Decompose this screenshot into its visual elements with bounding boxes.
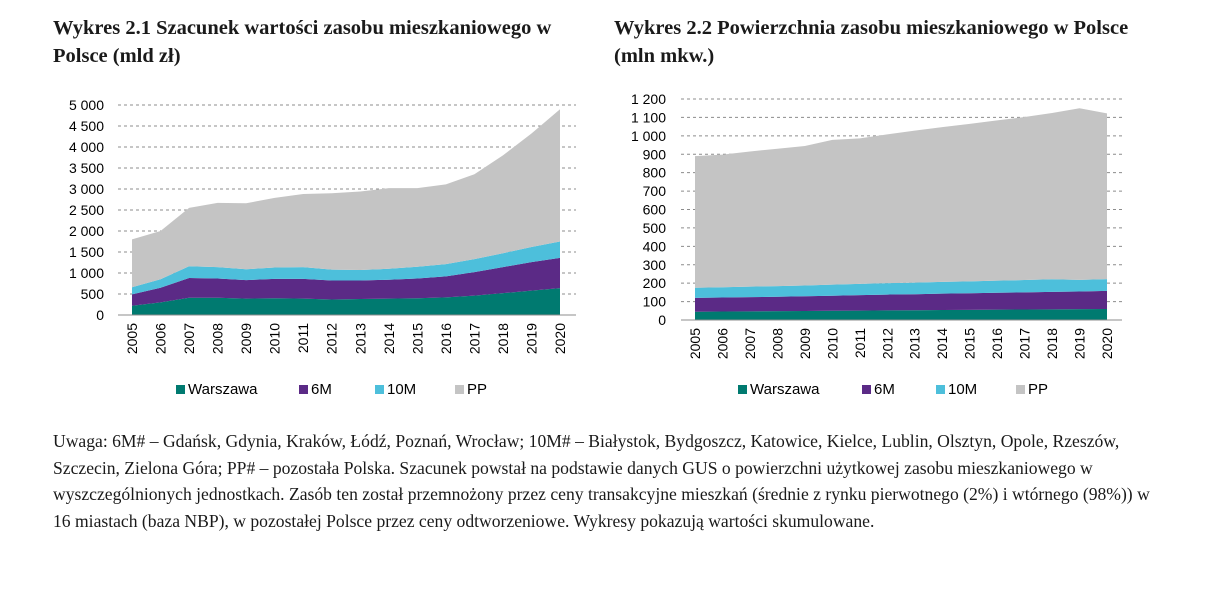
chart-1-title: Wykres 2.1 Szacunek wartości zasobu mies… [53, 17, 552, 67]
x-tick-label: 2019 [1072, 328, 1088, 359]
legend-swatch-6m [299, 385, 308, 394]
x-tick-label: 2009 [238, 323, 254, 354]
x-tick-label: 2015 [409, 323, 425, 354]
legend-swatch-warszawa [176, 385, 185, 394]
y-tick-label: 600 [643, 202, 667, 218]
x-tick-label: 2012 [879, 328, 895, 359]
x-tick-label: 2017 [1017, 328, 1033, 359]
y-tick-label: 4 500 [69, 118, 104, 134]
y-tick-label: 2 000 [69, 223, 104, 239]
x-tick-label: 2009 [797, 328, 813, 359]
x-tick-label: 2013 [907, 328, 923, 359]
legend-swatch-10m [936, 385, 945, 394]
y-tick-label: 1 500 [69, 244, 104, 260]
x-tick-label: 2014 [934, 328, 950, 359]
area-pp [132, 109, 560, 288]
y-tick-label: 400 [643, 238, 667, 254]
x-tick-label: 2011 [852, 328, 868, 358]
legend-label-warszawa: Warszawa [188, 381, 258, 398]
area-6m [132, 257, 560, 306]
x-tick-label: 2020 [1099, 328, 1115, 359]
area-warszawa [695, 308, 1107, 320]
y-tick-label: 1 200 [631, 91, 666, 107]
y-tick-label: 2 500 [69, 202, 104, 218]
y-tick-label: 1 000 [631, 128, 666, 144]
x-tick-label: 2016 [989, 328, 1005, 359]
chart-note: Uwaga: 6M# – Gdańsk, Gdynia, Kraków, Łód… [53, 431, 1150, 531]
x-tick-label: 2005 [687, 328, 703, 359]
x-tick-label: 2020 [552, 323, 568, 354]
y-tick-label: 5 000 [69, 97, 104, 113]
y-tick-label: 500 [643, 220, 667, 236]
legend-label-10m: 10M [948, 381, 977, 398]
legend-swatch-10m [375, 385, 384, 394]
x-tick-label: 2013 [352, 323, 368, 354]
chart-2-title: Wykres 2.2 Powierzchnia zasobu mieszkani… [614, 17, 1129, 67]
x-tick-label: 2010 [824, 328, 840, 359]
legend-swatch-6m [862, 385, 871, 394]
x-tick-label: 2008 [210, 323, 226, 354]
x-tick-label: 2019 [523, 323, 539, 354]
y-tick-label: 1 100 [631, 109, 666, 125]
x-tick-label: 2011 [295, 323, 311, 353]
x-tick-label: 2014 [381, 323, 397, 354]
x-tick-label: 2017 [466, 323, 482, 354]
y-tick-label: 4 000 [69, 139, 104, 155]
area-6m [695, 290, 1107, 312]
legend-label-6m: 6M [311, 381, 332, 398]
area-pp [695, 108, 1107, 288]
x-tick-label: 2012 [324, 323, 340, 354]
x-tick-label: 2007 [181, 323, 197, 354]
legend-label-pp: PP [467, 381, 487, 398]
x-tick-label: 2008 [769, 328, 785, 359]
legend-label-6m: 6M [874, 381, 895, 398]
x-tick-label: 2010 [267, 323, 283, 354]
x-tick-label: 2018 [495, 323, 511, 354]
x-tick-label: 2016 [438, 323, 454, 354]
x-tick-label: 2006 [153, 323, 169, 354]
y-tick-label: 500 [81, 286, 105, 302]
y-tick-label: 0 [96, 307, 104, 323]
x-tick-label: 2007 [742, 328, 758, 359]
legend-swatch-pp [1016, 385, 1025, 394]
y-tick-label: 300 [643, 257, 667, 273]
y-tick-label: 3 000 [69, 181, 104, 197]
legend-label-warszawa: Warszawa [750, 381, 820, 398]
y-tick-label: 1 000 [69, 265, 104, 281]
y-tick-label: 200 [643, 275, 667, 291]
y-tick-label: 100 [643, 294, 667, 310]
x-tick-label: 2015 [962, 328, 978, 359]
y-tick-label: 900 [643, 146, 667, 162]
legend-swatch-pp [455, 385, 464, 394]
y-tick-label: 800 [643, 165, 667, 181]
area-10m [695, 279, 1107, 298]
area-10m [132, 241, 560, 295]
y-tick-label: 0 [658, 312, 666, 328]
y-tick-label: 700 [643, 183, 667, 199]
legend-label-10m: 10M [387, 381, 416, 398]
x-tick-label: 2005 [124, 323, 140, 354]
y-tick-label: 3 500 [69, 160, 104, 176]
area-warszawa [132, 288, 560, 315]
legend-label-pp: PP [1028, 381, 1048, 398]
x-tick-label: 2018 [1044, 328, 1060, 359]
x-tick-label: 2006 [714, 328, 730, 359]
legend-swatch-warszawa [738, 385, 747, 394]
